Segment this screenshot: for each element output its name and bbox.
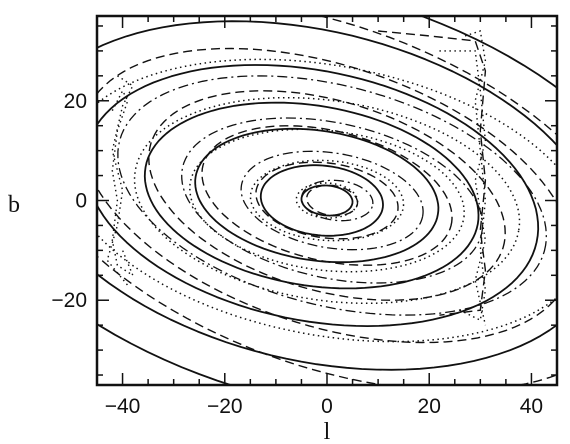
y-axis-label: b — [8, 192, 20, 218]
contour-solid-2 — [259, 164, 384, 237]
contour-solid-1 — [300, 184, 354, 217]
contour-solid-5 — [97, 64, 540, 328]
edge-feature-2 — [106, 75, 134, 286]
contour-solid-4 — [143, 101, 480, 290]
contour-dashed-3 — [201, 125, 453, 266]
y-tick-label: 20 — [64, 90, 87, 113]
contour-dashed-5 — [97, 47, 557, 344]
contour-dotted-2 — [249, 159, 405, 242]
edge-feature-5 — [378, 30, 487, 316]
edge-feature-1 — [111, 89, 135, 278]
contour-dashdot-4 — [117, 75, 547, 316]
x-tick-label: −20 — [207, 395, 243, 418]
x-axis-label: l — [324, 419, 331, 444]
edge-feature-3 — [459, 30, 487, 322]
contour-dotted-4 — [133, 96, 521, 305]
x-tick-label: 40 — [520, 395, 543, 418]
contour-dashdot-2 — [240, 150, 424, 251]
contour-lines — [97, 16, 557, 385]
contour-dashdot-1 — [300, 179, 374, 222]
contour-dotted-3 — [189, 128, 465, 273]
contour-dotted-1 — [295, 182, 359, 219]
x-tick-label: −40 — [105, 395, 141, 418]
edge-feature-4 — [439, 50, 487, 326]
contour-dashed-4 — [148, 90, 506, 301]
y-tick-label: 0 — [75, 190, 87, 213]
edge-features — [106, 30, 487, 326]
contour-solid-7 — [97, 16, 557, 385]
x-tick-label: 20 — [418, 395, 441, 418]
contour-dashed-1 — [306, 184, 359, 217]
y-tick-label: −20 — [51, 289, 87, 312]
contour-dashed-6 — [97, 16, 557, 385]
tick-labels: −40 −20 0 20 40 −20 0 20 — [51, 90, 543, 418]
contour-dashdot-3 — [181, 117, 484, 284]
contour-solid-6 — [97, 20, 557, 371]
contour-solid-3 — [194, 127, 440, 264]
contour-dashed-2 — [255, 161, 399, 240]
axis-ticks — [96, 16, 558, 385]
x-tick-label: 0 — [321, 395, 333, 418]
